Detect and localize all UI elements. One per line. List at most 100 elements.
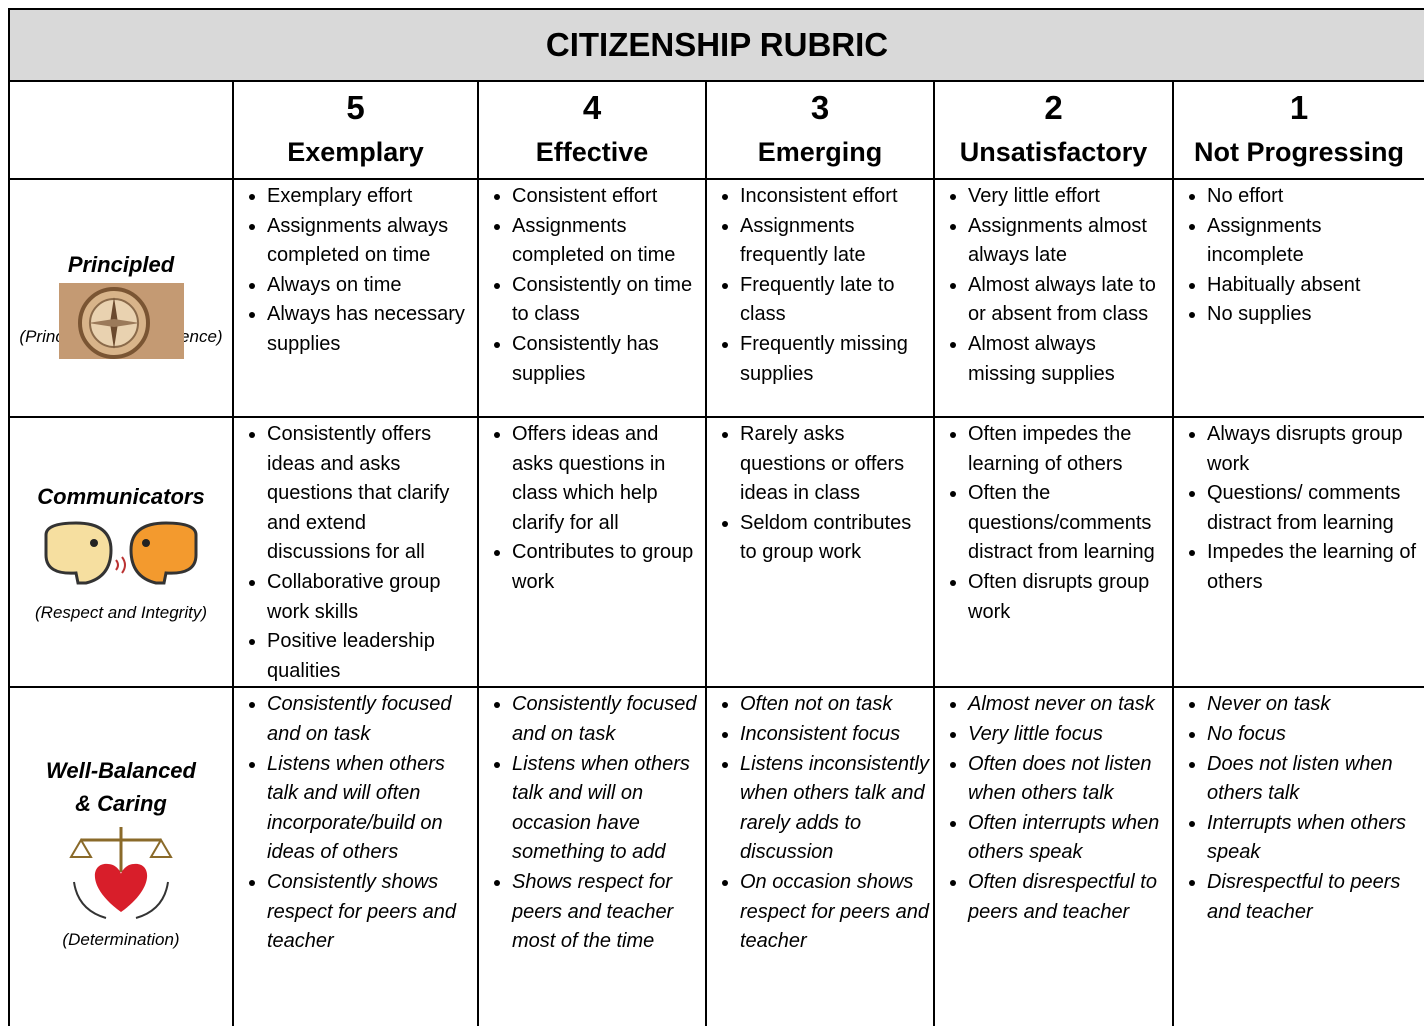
descriptor: Consistent effort [512,182,701,212]
criterion-cell: Communicators (Respect and Integrity) [8,415,234,689]
descriptor-list: Consistent effortAssignments completed o… [479,182,705,389]
descriptor-list: Very little effortAssignments almost alw… [935,182,1172,389]
level-score: 4 [582,89,602,126]
descriptor: Shows respect for peers and teacher most… [512,868,701,957]
rubric-cell: Consistently focused and on taskListens … [477,686,707,1026]
criterion-icon [10,515,232,600]
criterion-icon [10,283,232,364]
descriptor-list: Almost never on taskVery little focusOft… [935,690,1172,927]
descriptor: No effort [1207,182,1420,212]
rubric-cell: No effortAssignments incompleteHabituall… [1172,178,1424,418]
criterion-note: (Determination) [62,930,180,950]
level-header: 3 Emerging [705,80,935,180]
rubric-cell: Consistent effortAssignments completed o… [477,178,707,418]
descriptor: Assignments almost always late [968,212,1168,271]
criterion-note: (Respect and Integrity) [35,603,207,623]
level-header: 5 Exemplary [232,80,479,180]
descriptor-list: Never on taskNo focusDoes not listen whe… [1174,690,1424,927]
descriptor: Always has necessary supplies [267,300,473,359]
descriptor: Consistently shows respect for peers and… [267,868,473,957]
level-header: 1 Not Progressing [1172,80,1424,180]
descriptor: Exemplary effort [267,182,473,212]
descriptor: Consistently focused and on task [267,690,473,749]
level-header: 4 Effective [477,80,707,180]
descriptor-list: Consistently offers ideas and asks quest… [234,420,477,686]
descriptor: Almost always late to or absent from cla… [968,271,1168,330]
level-name: Not Progressing [1193,137,1405,167]
criterion-label: Communicators [37,484,205,510]
level-name: Emerging [757,137,883,167]
criterion-cell: Well-Balanced & Caring (Determination) [8,686,234,1026]
descriptor: Almost never on task [968,690,1168,720]
descriptor-list: Consistently focused and on taskListens … [234,690,477,956]
descriptor: Assignments always completed on time [267,212,473,271]
descriptor-list: No effortAssignments incompleteHabituall… [1174,182,1424,330]
descriptor: Consistently has supplies [512,330,701,389]
descriptor-list: Rarely asks questions or offers ideas in… [707,420,933,568]
level-score: 3 [810,89,830,126]
descriptor-list: Offers ideas and asks questions in class… [479,420,705,598]
rubric-cell: Consistently offers ideas and asks quest… [232,415,479,689]
rubric-cell: Always disrupts group workQuestions/ com… [1172,415,1424,689]
descriptor: Often disrupts group work [968,568,1168,627]
descriptor: On occasion shows respect for peers and … [740,868,929,957]
descriptor-list: Consistently focused and on taskListens … [479,690,705,956]
descriptor: Often disrespectful to peers and teacher [968,868,1168,927]
criterion-row: Well-Balanced & Caring (Determination) Con… [8,686,1424,1026]
criterion-label: Principled [67,252,175,277]
descriptor-list: Exemplary effortAssignments always compl… [234,182,477,360]
level-name: Effective [535,137,649,167]
descriptor: Does not listen when others talk [1207,750,1420,809]
descriptor: Consistently offers ideas and asks quest… [267,420,473,568]
rubric-cell: Very little effortAssignments almost alw… [933,178,1174,418]
descriptor: No supplies [1207,300,1420,330]
level-name: Unsatisfactory [959,137,1148,167]
descriptor: Collaborative group work skills [267,568,473,627]
criterion-row: Communicators (Respect and Integrity) Cons… [8,415,1424,689]
descriptor: Positive leadership qualities [267,627,473,686]
descriptor: Never on task [1207,690,1420,720]
criterion-label: Well-Balanced & Caring [46,758,196,817]
descriptor: Seldom contributes to group work [740,509,929,568]
criterion-row: Principled(Principles and excellence)Exe… [8,178,1424,418]
descriptor: Consistently on time to class [512,271,701,330]
descriptor: Consistently focused and on task [512,690,701,749]
descriptor: Always on time [267,271,473,301]
level-score: 1 [1289,89,1309,126]
rubric: CITIZENSHIP RUBRIC 5 Exemplary 4 Effective 3… [8,8,1424,1026]
descriptor: Disrespectful to peers and teacher [1207,868,1420,927]
descriptor: Listens when others talk and will on occ… [512,750,701,868]
rubric-cell: Offers ideas and asks questions in class… [477,415,707,689]
rubric-cell: Often impedes the learning of othersOfte… [933,415,1174,689]
descriptor: Almost always missing supplies [968,330,1168,389]
level-header: 2 Unsatisfactory [933,80,1174,180]
descriptor: Impedes the learning of others [1207,538,1420,597]
criterion-icon [10,822,232,927]
criterion-cell: Principled(Principles and excellence) [8,178,234,418]
descriptor: Frequently missing supplies [740,330,929,389]
descriptor-list: Inconsistent effortAssignments frequentl… [707,182,933,389]
rubric-cell: Consistently focused and on taskListens … [232,686,479,1026]
descriptor: Assignments frequently late [740,212,929,271]
descriptor: Very little effort [968,182,1168,212]
descriptor: Listens inconsistently when others talk … [740,750,929,868]
level-score: 2 [1044,89,1063,126]
descriptor: Always disrupts group work [1207,420,1420,479]
descriptor: Often the questions/comments distract fr… [968,479,1168,568]
descriptor: Often interrupts when others speak [968,809,1168,868]
rubric-cell: Exemplary effortAssignments always compl… [232,178,479,418]
title: CITIZENSHIP RUBRIC [8,8,1424,82]
descriptor: Often does not listen when others talk [968,750,1168,809]
descriptor: Inconsistent focus [740,720,929,750]
descriptor: Offers ideas and asks questions in class… [512,420,701,538]
corner-cell [8,80,234,180]
rubric-cell: Never on taskNo focusDoes not listen whe… [1172,686,1424,1026]
descriptor: No focus [1207,720,1420,750]
descriptor: Very little focus [968,720,1168,750]
descriptor: Often impedes the learning of others [968,420,1168,479]
descriptor: Questions/ comments distract from learni… [1207,479,1420,538]
descriptor: Frequently late to class [740,271,929,330]
descriptor: Assignments incomplete [1207,212,1420,271]
descriptor: Listens when others talk and will often … [267,750,473,868]
